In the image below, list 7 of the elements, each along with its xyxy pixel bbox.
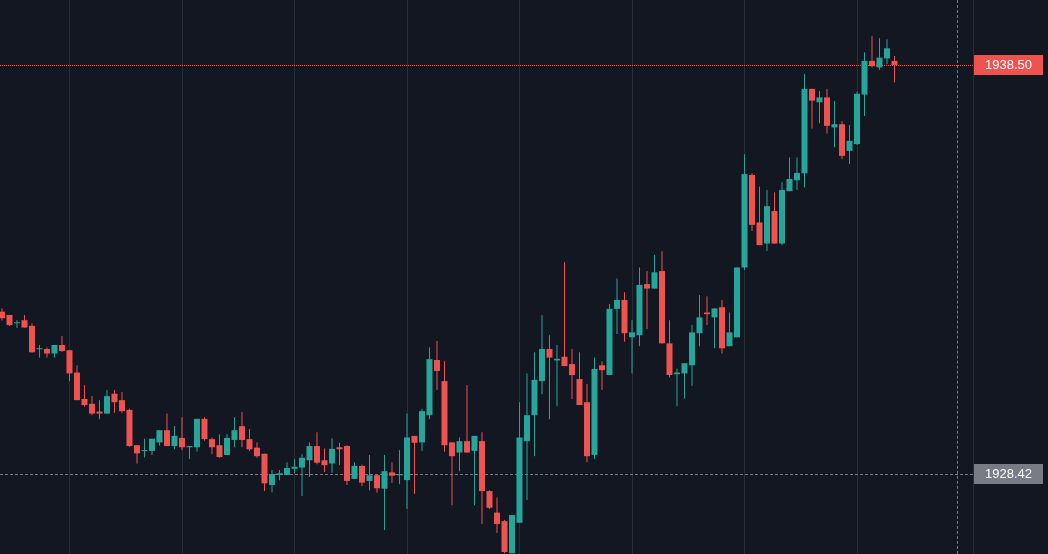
candlestick	[831, 101, 838, 148]
candlestick	[336, 442, 343, 466]
ref-line-label: 1928.42	[974, 464, 1043, 485]
candlestick	[643, 271, 650, 330]
candlestick	[36, 344, 43, 358]
ref-line-label: 1938.50	[974, 54, 1043, 75]
candlestick	[561, 262, 568, 367]
